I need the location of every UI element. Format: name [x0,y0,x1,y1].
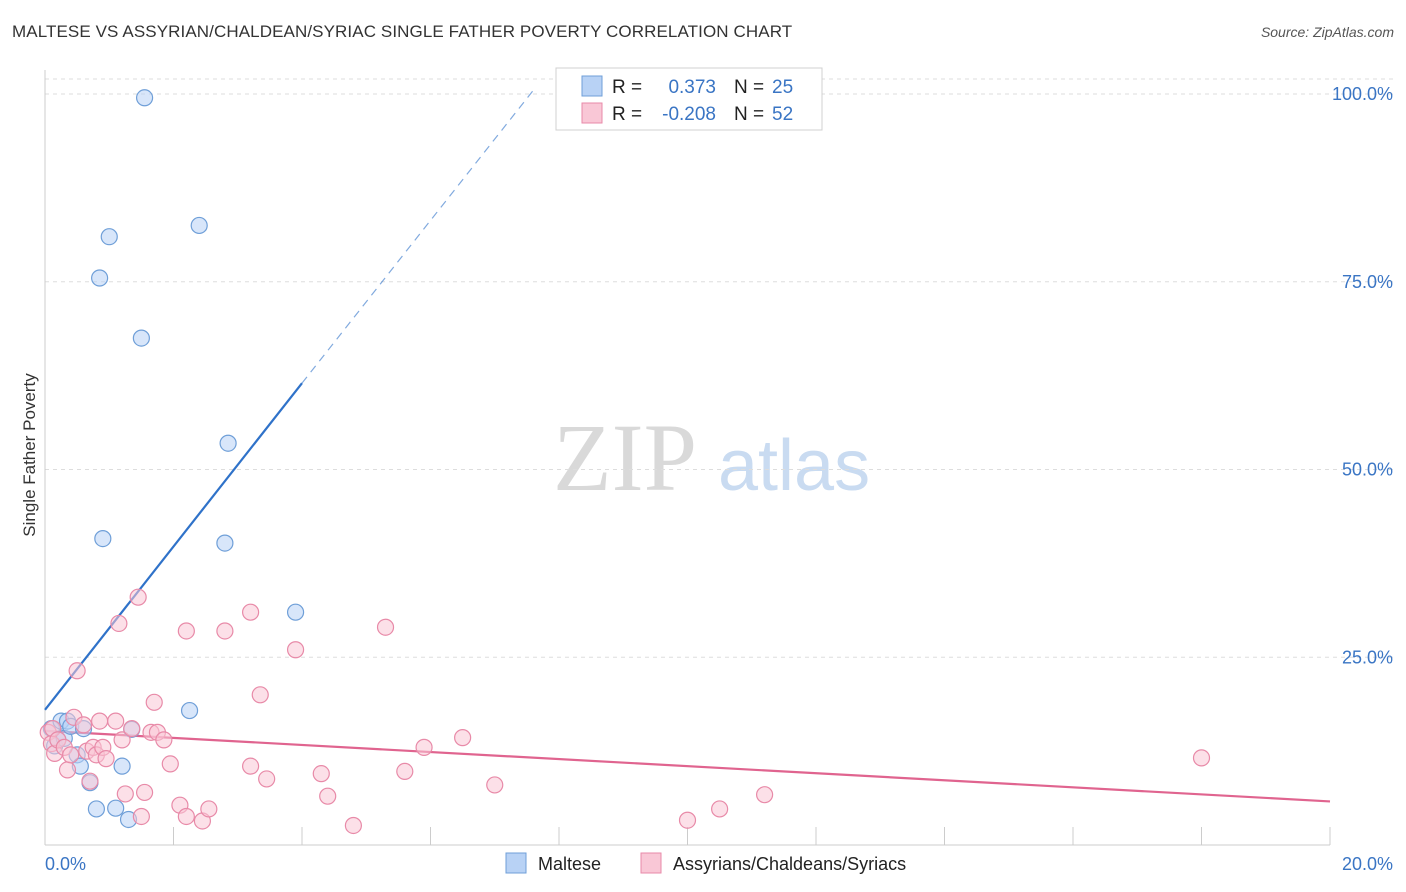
series-legend: Maltese Assyrians/Chaldeans/Syriacs [505,852,906,874]
assyrian-point [177,807,195,826]
assyrian-point [286,641,305,659]
assyrian-point [129,588,147,606]
assyrian-point [1192,749,1211,767]
gridlines [45,78,1395,658]
assyrian-point [110,614,128,633]
assyrian-point [216,622,234,640]
assyrian-point [91,712,109,730]
assyrian-point [62,746,80,764]
maltese-n-value: 25 [772,77,793,98]
assyrian-point [145,693,163,711]
assyrian-point [312,765,330,783]
maltese-point [94,529,112,548]
assyrian-point [116,785,134,803]
assyrian-point [123,719,141,738]
watermark-zip: ZIP [553,404,697,511]
assyrian-point [396,762,414,781]
maltese-n-label: N = [734,77,764,98]
tick-labels: 25.0% 50.0% 75.0% 100.0% 0.0% 20.0% [45,84,1393,874]
assyrian-point [258,770,276,788]
assyrian-point [58,761,77,779]
legend-assyrian-label: Assyrians/Chaldeans/Syriacs [673,854,906,874]
assyrian-swatch [581,102,603,124]
maltese-trend-line [44,382,303,711]
y-axis-title: Single Father Poverty [20,373,39,537]
maltese-point [180,701,199,720]
assyrian-point [200,800,218,818]
maltese-point [91,269,109,287]
assyrian-r-value: -0.208 [662,104,716,125]
maltese-point [135,89,154,107]
assyrian-point [755,786,774,804]
assyrian-n-value: 52 [772,104,793,125]
assyrian-r-label: R = [612,104,642,125]
assyrian-point [251,686,269,704]
y-tick-label: 100.0% [1332,84,1393,104]
trend-lines [44,89,1331,803]
assyrian-point [155,731,173,749]
assyrian-point [81,772,99,790]
y-tick-label: 50.0% [1342,460,1393,480]
assyrian-point [113,731,131,749]
maltese-point [286,603,305,621]
x-tick-label: 0.0% [45,854,86,874]
maltese-r-value: 0.373 [668,77,716,98]
maltese-point [132,329,150,347]
maltese-point [219,434,237,452]
assyrian-point [344,816,362,835]
maltese-point [100,228,118,246]
y-tick-label: 75.0% [1342,272,1393,292]
maltese-r-label: R = [612,77,642,98]
assyrian-point [97,750,115,768]
assyrian-point [454,729,472,747]
maltese-swatch [581,75,603,97]
assyrian-point [135,783,154,802]
maltese-point [216,534,234,552]
maltese-point [190,216,208,235]
source-label: Source: ZipAtlas.com [1260,24,1394,40]
maltese-point [113,757,131,775]
assyrian-point [68,662,86,680]
assyrian-point [242,757,260,775]
assyrian-point [319,787,337,805]
assyrian-trend-line [44,729,1331,803]
assyrian-point [415,738,433,756]
axes [44,70,1331,846]
assyrian-point [678,811,697,829]
assyrian-point [711,800,729,818]
maltese-point [87,800,106,818]
assyrian-point [132,807,150,826]
maltese-trend-extension [301,89,534,384]
stats-legend: R = 0.373 N = 25 R = -0.208 N = 52 [555,67,823,131]
legend-maltese-swatch [505,852,527,874]
assyrian-point [376,618,395,636]
assyrian-point [74,716,93,734]
assyrian-point [177,622,195,640]
legend-assyrian-swatch [640,852,662,874]
assyrian-point [242,603,260,621]
watermark-atlas: atlas [718,426,870,506]
assyrian-point [161,755,179,773]
y-tick-label: 25.0% [1342,647,1393,667]
legend-maltese-label: Maltese [538,854,601,874]
data-points [39,89,1211,835]
x-tick-label: 20.0% [1342,854,1393,874]
maltese-point [107,799,125,817]
assyrian-point [107,712,125,730]
chart-title: MALTESE VS ASSYRIAN/CHALDEAN/SYRIAC SING… [12,22,793,41]
assyrian-n-label: N = [734,104,764,125]
assyrian-point [486,776,504,794]
